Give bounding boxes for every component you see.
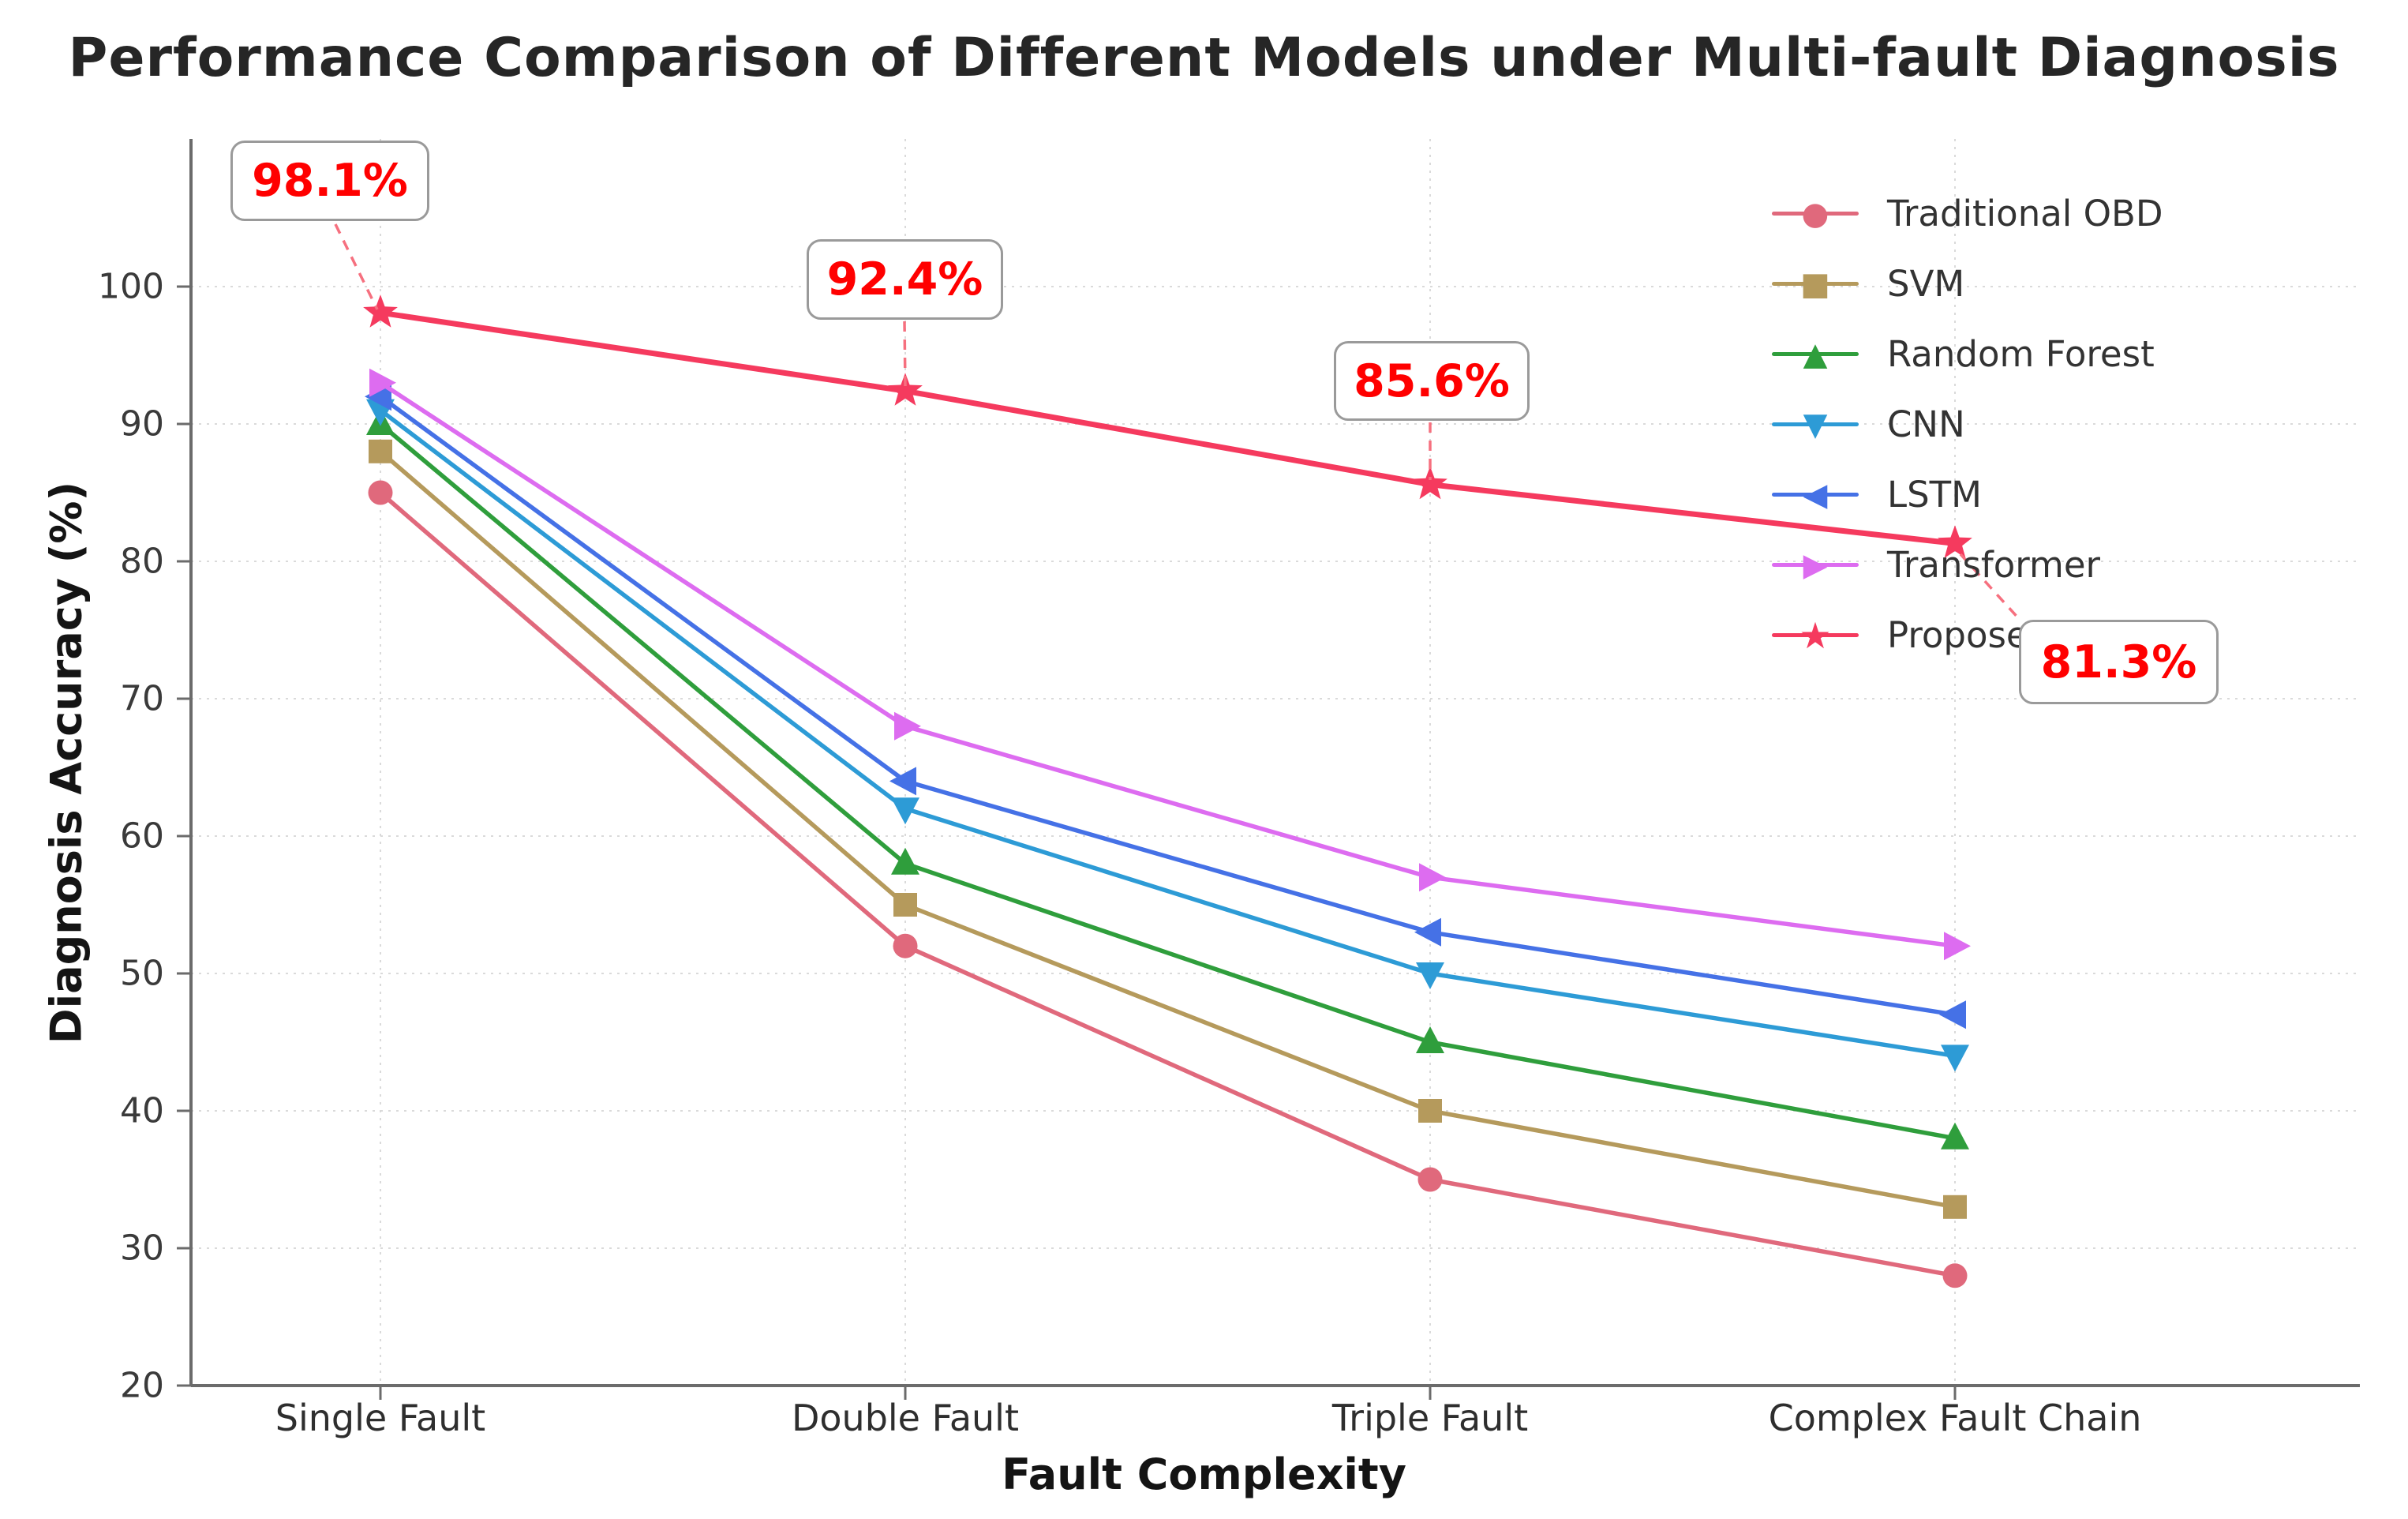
y-tick-label-60: 60 <box>120 816 164 857</box>
legend-label: SVM <box>1887 263 1965 305</box>
marker-svm-1 <box>893 893 917 917</box>
legend-triangle-down-icon: ▼ <box>1803 406 1828 443</box>
annotation-callout-81.3-: 81.3% <box>2019 620 2219 704</box>
marker-lstm-2 <box>1414 917 1441 947</box>
series-line-traditional-obd <box>378 490 1957 1278</box>
series-line-lstm <box>378 394 1957 1017</box>
marker-random-forest-3 <box>1941 1122 1969 1150</box>
marker-transformer-1 <box>894 711 921 741</box>
legend-line-swatch: ★ <box>1772 617 1859 654</box>
annotation-value: 98.1% <box>252 155 408 207</box>
y-axis-label: Diagnosis Accuracy (%) <box>41 481 92 1045</box>
legend-line-swatch: ▶ <box>1772 549 1859 581</box>
marker-svm-2 <box>1418 1099 1442 1123</box>
marker-traditional-obd-0 <box>368 480 393 505</box>
marker-proposed-method-2 <box>1413 466 1447 500</box>
marker-proposed-method-3 <box>1938 525 1972 558</box>
annotation-callout-98.1-: 98.1% <box>230 141 429 221</box>
legend-circle-icon: ● <box>1801 195 1829 232</box>
legend-item-transformer: ▶ Transformer <box>1772 530 2195 600</box>
legend-label: Random Forest <box>1887 333 2155 375</box>
legend-square-icon: ■ <box>1800 265 1830 302</box>
marker-svm-0 <box>369 439 392 463</box>
marker-transformer-3 <box>1944 932 1971 961</box>
legend: ● Traditional OBD ■ SVM ▲ Random Forest ▼ CNN ◀ L… <box>1772 178 2195 670</box>
series-line-proposed-method <box>377 309 1958 546</box>
y-tick-label-50: 50 <box>120 954 164 994</box>
y-tick-label-30: 30 <box>120 1228 164 1269</box>
legend-item-traditional-obd: ● Traditional OBD <box>1772 178 2195 249</box>
x-tick-label-single-fault: Single Fault <box>275 1397 485 1439</box>
y-tick-label-20: 20 <box>120 1366 164 1406</box>
annotation-connector-1 <box>903 321 907 388</box>
legend-triangle-up-icon: ▲ <box>1803 336 1828 373</box>
annotation-connector-0 <box>334 223 379 310</box>
y-tick-label-70: 70 <box>120 679 164 719</box>
annotation-callout-85.6-: 85.6% <box>1334 341 1530 421</box>
marker-cnn-2 <box>1416 962 1444 989</box>
marker-traditional-obd-2 <box>1417 1167 1443 1192</box>
legend-item-svm: ■ SVM <box>1772 249 2195 319</box>
legend-line-swatch: ▲ <box>1772 339 1859 370</box>
legend-line-swatch: ■ <box>1772 268 1859 300</box>
legend-star-icon: ★ <box>1799 613 1832 657</box>
legend-line-swatch: ● <box>1772 198 1859 230</box>
x-tick-label-double-fault: Double Fault <box>792 1397 1019 1439</box>
marker-cnn-1 <box>891 797 919 825</box>
y-tick-label-80: 80 <box>120 542 164 582</box>
legend-label: Traditional OBD <box>1887 193 2163 234</box>
legend-item-lstm: ◀ LSTM <box>1772 459 2195 530</box>
y-tick-label-90: 90 <box>120 404 164 444</box>
x-tick-label-complex-fault-chain: Complex Fault Chain <box>1769 1397 2142 1439</box>
annotation-value: 81.3% <box>2040 636 2197 688</box>
annotation-value: 92.4% <box>826 253 983 306</box>
marker-traditional-obd-1 <box>893 933 918 958</box>
y-tick-label-40: 40 <box>120 1091 164 1131</box>
series-line-random-forest <box>378 422 1957 1141</box>
marker-lstm-1 <box>889 767 916 796</box>
series-line-cnn <box>378 407 1957 1059</box>
marker-proposed-method-0 <box>363 294 398 328</box>
legend-triangle-right-icon: ▶ <box>1803 546 1828 583</box>
marker-proposed-method-1 <box>888 373 923 406</box>
marker-transformer-0 <box>369 368 396 397</box>
marker-lstm-3 <box>1939 1000 1966 1030</box>
y-tick-label-100: 100 <box>98 267 164 307</box>
marker-random-forest-2 <box>1416 1026 1444 1053</box>
chart-title: Performance Comparison of Different Mode… <box>68 27 2340 89</box>
marker-traditional-obd-3 <box>1942 1263 1968 1288</box>
marker-svm-3 <box>1943 1195 1967 1219</box>
annotation-connector-3 <box>1959 553 2022 622</box>
legend-triangle-left-icon: ◀ <box>1803 476 1828 513</box>
legend-item-cnn: ▼ CNN <box>1772 389 2195 459</box>
marker-random-forest-1 <box>891 847 919 875</box>
annotation-callout-92.4-: 92.4% <box>807 239 1003 320</box>
marker-lstm-0 <box>365 382 391 411</box>
series-line-svm <box>378 449 1957 1210</box>
legend-label: CNN <box>1887 403 1965 445</box>
legend-line-swatch: ▼ <box>1772 409 1859 441</box>
marker-cnn-3 <box>1941 1045 1969 1072</box>
legend-line-swatch: ◀ <box>1772 479 1859 511</box>
marker-transformer-2 <box>1419 863 1446 892</box>
series-line-transformer <box>378 381 1957 948</box>
annotation-value: 85.6% <box>1354 354 1510 407</box>
legend-label: Transformer <box>1887 544 2101 586</box>
x-tick-label-triple-fault: Triple Fault <box>1331 1397 1528 1439</box>
x-axis-label: Fault Complexity <box>1002 1450 1406 1499</box>
legend-label: LSTM <box>1887 474 1982 516</box>
legend-item-random-forest: ▲ Random Forest <box>1772 319 2195 389</box>
